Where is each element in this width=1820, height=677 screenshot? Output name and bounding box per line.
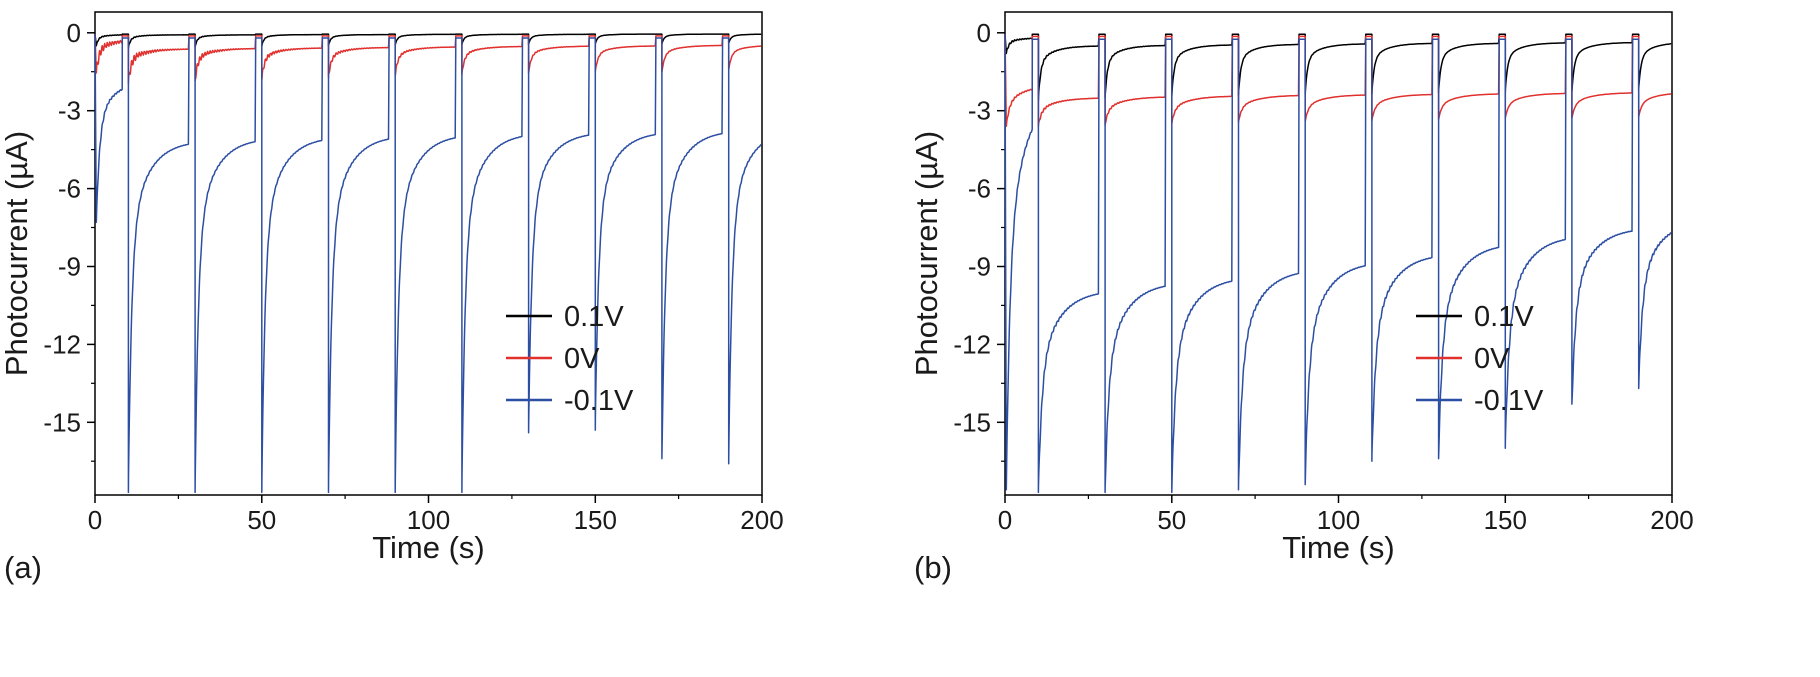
x-tick-label: 200 bbox=[1650, 505, 1693, 535]
x-tick-label: 50 bbox=[1157, 505, 1186, 535]
y-tick-label: -15 bbox=[43, 407, 81, 437]
legend-item-label: 0V bbox=[564, 343, 600, 375]
y-tick-label: -9 bbox=[968, 252, 991, 282]
y-tick-label: -6 bbox=[968, 174, 991, 204]
chart-panel-b: 0 50 100 150 200 0 -3 -6 -9 -12 -15 Time (s) Photocu… bbox=[910, 11, 1694, 585]
panel-a: 0 50 100 150 200 0 -3 -6 -9 -12 -15 Time (s) Photocu… bbox=[0, 11, 784, 585]
x-tick-label: 50 bbox=[247, 505, 276, 535]
series-0-curve bbox=[94, 33, 762, 50]
x-tick-label: 150 bbox=[574, 505, 617, 535]
y-tick-label: -12 bbox=[953, 329, 991, 359]
x-tick-label: 0 bbox=[998, 505, 1012, 535]
y-tick-label: -3 bbox=[58, 96, 81, 126]
x-tick-label: 0 bbox=[88, 505, 102, 535]
chart-panel-a: 0 50 100 150 200 0 -3 -6 -9 -12 -15 Time (s) Photocu… bbox=[0, 11, 784, 585]
legend-item-label: 0.1V bbox=[1474, 301, 1534, 333]
x-tick-label: 150 bbox=[1484, 505, 1527, 535]
y-tick-label: -9 bbox=[58, 252, 81, 282]
y-tick-label: -6 bbox=[58, 174, 81, 204]
x-axis-label: Time (s) bbox=[1282, 530, 1395, 565]
series-2-curve bbox=[1004, 34, 1672, 494]
y-tick-label: -15 bbox=[953, 407, 991, 437]
series-0-curve bbox=[1004, 33, 1672, 102]
panel-b: 0 50 100 150 200 0 -3 -6 -9 -12 -15 Time (s) Photocu… bbox=[910, 0, 1820, 677]
panel-letter: (a) bbox=[4, 550, 42, 585]
y-tick-label: 0 bbox=[67, 18, 81, 48]
legend-item-label: 0V bbox=[1474, 343, 1510, 375]
legend-item-label: 0.1V bbox=[564, 301, 624, 333]
y-axis-label: Photocurrent (µA) bbox=[910, 131, 944, 376]
y-tick-label: -3 bbox=[968, 96, 991, 126]
y-tick-label: 0 bbox=[977, 18, 991, 48]
y-tick-label: -12 bbox=[43, 329, 81, 359]
x-tick-label: 100 bbox=[407, 505, 450, 535]
x-tick-label: 200 bbox=[740, 505, 783, 535]
series-1-curve bbox=[1004, 34, 1672, 128]
x-axis-label: Time (s) bbox=[372, 530, 485, 565]
series-1-curve bbox=[94, 34, 762, 85]
series-2-curve bbox=[94, 34, 762, 494]
x-tick-label: 100 bbox=[1317, 505, 1360, 535]
legend-item-label: -0.1V bbox=[564, 385, 634, 417]
y-axis-label: Photocurrent (µA) bbox=[0, 131, 34, 376]
panel-letter: (b) bbox=[914, 550, 952, 585]
legend-item-label: -0.1V bbox=[1474, 385, 1544, 417]
